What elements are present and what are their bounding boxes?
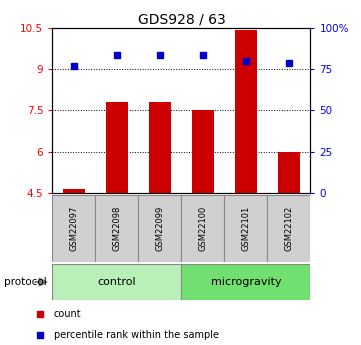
Text: GSM22099: GSM22099	[155, 206, 164, 251]
Text: GSM22102: GSM22102	[284, 206, 293, 251]
Text: microgravity: microgravity	[210, 277, 281, 287]
Bar	[149, 102, 171, 193]
Title: GDS928 / 63: GDS928 / 63	[138, 12, 225, 27]
Bar	[106, 102, 128, 193]
Text: protocol: protocol	[4, 277, 46, 287]
Bar	[63, 189, 84, 193]
Bar	[225, 195, 268, 262]
Bar	[52, 195, 95, 262]
Bar	[95, 195, 138, 262]
Text: GSM22097: GSM22097	[69, 206, 78, 251]
Text: GSM22100: GSM22100	[199, 206, 208, 251]
Bar	[52, 264, 182, 300]
Text: control: control	[97, 277, 136, 287]
Text: GSM22098: GSM22098	[112, 206, 121, 251]
Bar	[181, 195, 225, 262]
Bar	[181, 264, 310, 300]
Text: percentile rank within the sample: percentile rank within the sample	[54, 330, 219, 339]
Bar	[278, 152, 300, 193]
Bar	[235, 30, 257, 193]
Bar	[138, 195, 181, 262]
Bar	[192, 110, 214, 193]
Text: count: count	[54, 309, 81, 319]
Bar	[268, 195, 310, 262]
Text: GSM22101: GSM22101	[242, 206, 251, 251]
